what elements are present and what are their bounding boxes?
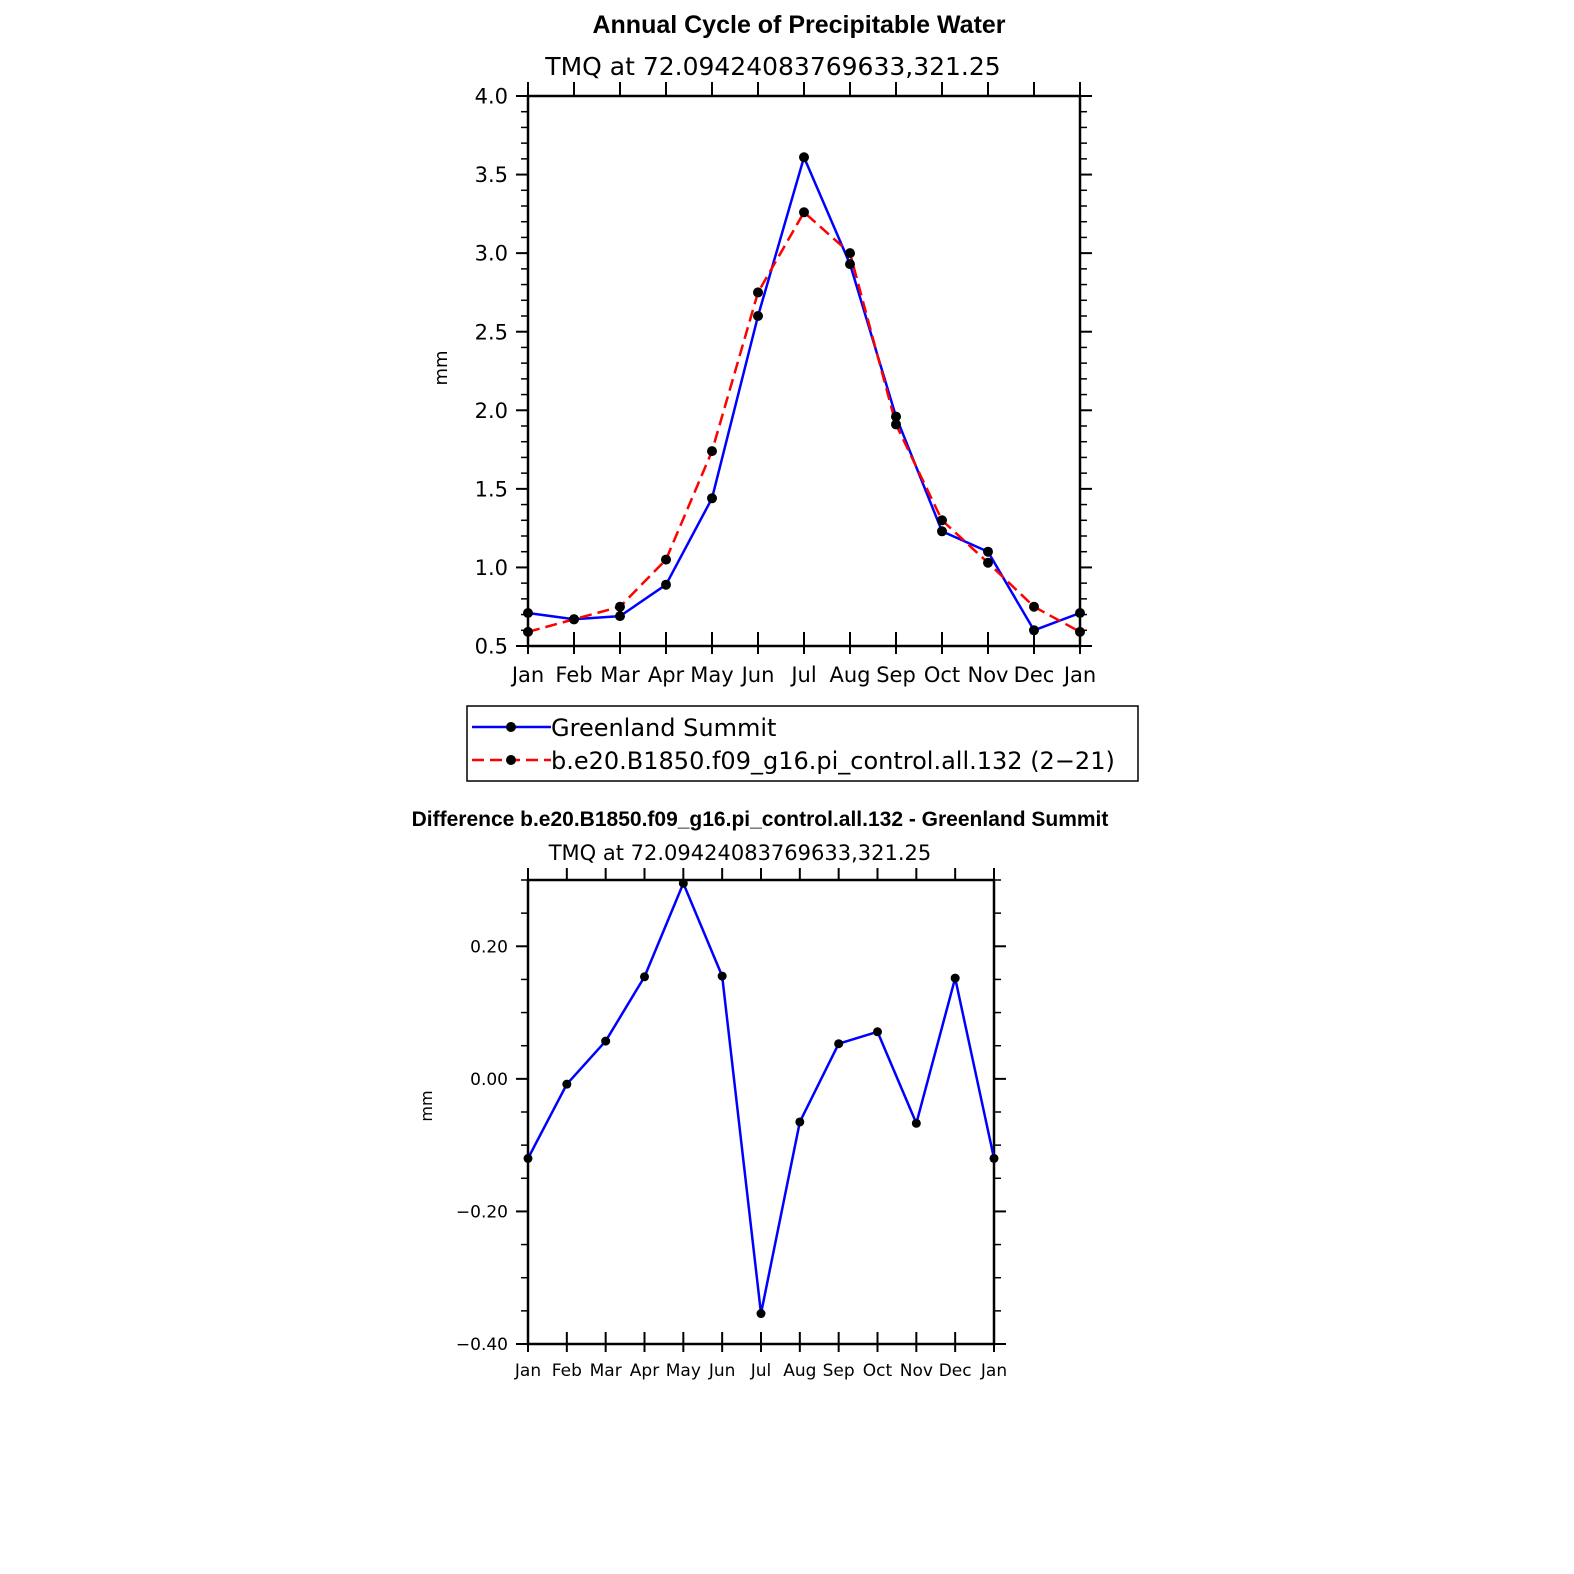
data-point [640, 972, 649, 982]
x-tick-label: Apr [648, 663, 685, 687]
data-point [1029, 625, 1039, 636]
legend-label: b.e20.B1850.f09_g16.pi_control.all.132 (… [551, 747, 1115, 775]
x-tick-label: Jul [789, 663, 816, 687]
data-point [891, 411, 901, 422]
data-point [1075, 626, 1085, 637]
data-point [983, 546, 993, 557]
data-point [989, 1153, 999, 1163]
x-tick-label: Nov [968, 663, 1009, 687]
x-tick-label: Mar [600, 663, 640, 687]
chart-subtitle: TMQ at 72.09424083769633,321.25 [548, 841, 932, 865]
chart-title: Annual Cycle of Precipitable Water [592, 11, 1005, 39]
data-point [753, 311, 763, 321]
legend-marker [506, 755, 516, 765]
chart-title: Difference b.e20.B1850.f09_g16.pi_contro… [412, 808, 1109, 831]
data-point [753, 287, 763, 298]
y-tick-label: 1.0 [475, 556, 508, 580]
data-point [523, 1153, 533, 1163]
data-point [1029, 601, 1039, 612]
data-point [661, 579, 671, 590]
data-point [523, 608, 533, 618]
legend-item-model: b.e20.B1850.f09_g16.pi_control.all.132 (… [472, 747, 1115, 775]
data-point [950, 973, 960, 983]
data-point [601, 1036, 611, 1046]
chart-annual-cycle: Annual Cycle of Precipitable Water TMQ a… [431, 11, 1139, 782]
data-point [891, 419, 901, 430]
x-tick-label: Jan [980, 1361, 1007, 1381]
x-tick-label: Dec [1014, 663, 1055, 687]
y-tick-label: 4.0 [475, 85, 508, 109]
x-tick-label: Jun [708, 1361, 736, 1381]
series-line-0 [526, 882, 996, 1315]
x-tick-label: Nov [900, 1361, 933, 1381]
y-tick-label: 0.5 [475, 635, 508, 659]
x-tick-label: Jun [740, 663, 775, 687]
x-tick-label: Jul [750, 1361, 772, 1381]
data-point [756, 1309, 766, 1319]
x-tick-label: Jan [510, 663, 544, 687]
plot-frame [526, 94, 1082, 648]
x-tick-label: Dec [939, 1361, 972, 1381]
x-tick-label: Feb [552, 1361, 582, 1381]
y-tick-label: −0.40 [456, 1335, 508, 1355]
data-point [615, 601, 625, 612]
x-tick-label: May [666, 1361, 701, 1381]
x-tick-label: Oct [863, 1361, 893, 1381]
y-tick-label: 2.5 [475, 320, 508, 344]
data-point [523, 626, 533, 637]
data-point [661, 554, 671, 565]
chart-subtitle: TMQ at 72.09424083769633,321.25 [544, 52, 1000, 81]
data-point [678, 878, 688, 888]
x-tick-label: Apr [630, 1361, 659, 1381]
y-axis-label: mm [431, 350, 452, 385]
data-point [615, 611, 625, 622]
y-tick-label: 2.0 [475, 399, 508, 423]
y-tick-label: 3.5 [475, 163, 508, 187]
data-point [937, 526, 947, 537]
series-line-0 [527, 156, 1081, 632]
data-point [799, 152, 809, 163]
data-point [799, 207, 809, 218]
data-point [795, 1117, 805, 1127]
data-point [834, 1039, 844, 1049]
plot-frame [526, 878, 996, 1346]
x-tick-label: Jan [1062, 663, 1096, 687]
y-tick-label: 3.0 [475, 242, 508, 266]
data-point [937, 515, 947, 526]
y-axis-label: mm [417, 1090, 436, 1121]
y-tick-label: 1.5 [475, 477, 508, 501]
x-tick-label: Aug [783, 1361, 816, 1381]
data-point [707, 446, 717, 457]
x-tick-label: Feb [555, 663, 592, 687]
data-point [1075, 608, 1085, 618]
x-tick-label: Sep [823, 1361, 855, 1381]
x-tick-label: Oct [924, 663, 960, 687]
x-tick-label: May [690, 663, 733, 687]
data-point [562, 1079, 572, 1089]
data-point [873, 1027, 882, 1037]
data-point [845, 248, 855, 259]
y-tick-label: −0.20 [456, 1203, 508, 1223]
y-tick-label: 0.20 [470, 937, 508, 957]
chart-difference: Difference b.e20.B1850.f09_g16.pi_contro… [412, 808, 1109, 1381]
x-tick-label: Sep [876, 663, 916, 687]
legend-label: Greenland Summit [551, 714, 776, 742]
data-point [983, 557, 993, 568]
x-tick-label: Mar [590, 1361, 622, 1381]
legend-item-greenland-summit: Greenland Summit [472, 714, 776, 742]
data-point [845, 259, 855, 270]
y-tick-label: 0.00 [470, 1070, 508, 1090]
x-tick-label: Aug [829, 663, 870, 687]
legend-box [466, 705, 1139, 782]
data-point [717, 971, 727, 981]
x-tick-label: Jan [514, 1361, 541, 1381]
data-point [911, 1118, 921, 1128]
data-point [569, 614, 579, 625]
legend-marker [506, 722, 516, 732]
data-point [707, 493, 717, 504]
